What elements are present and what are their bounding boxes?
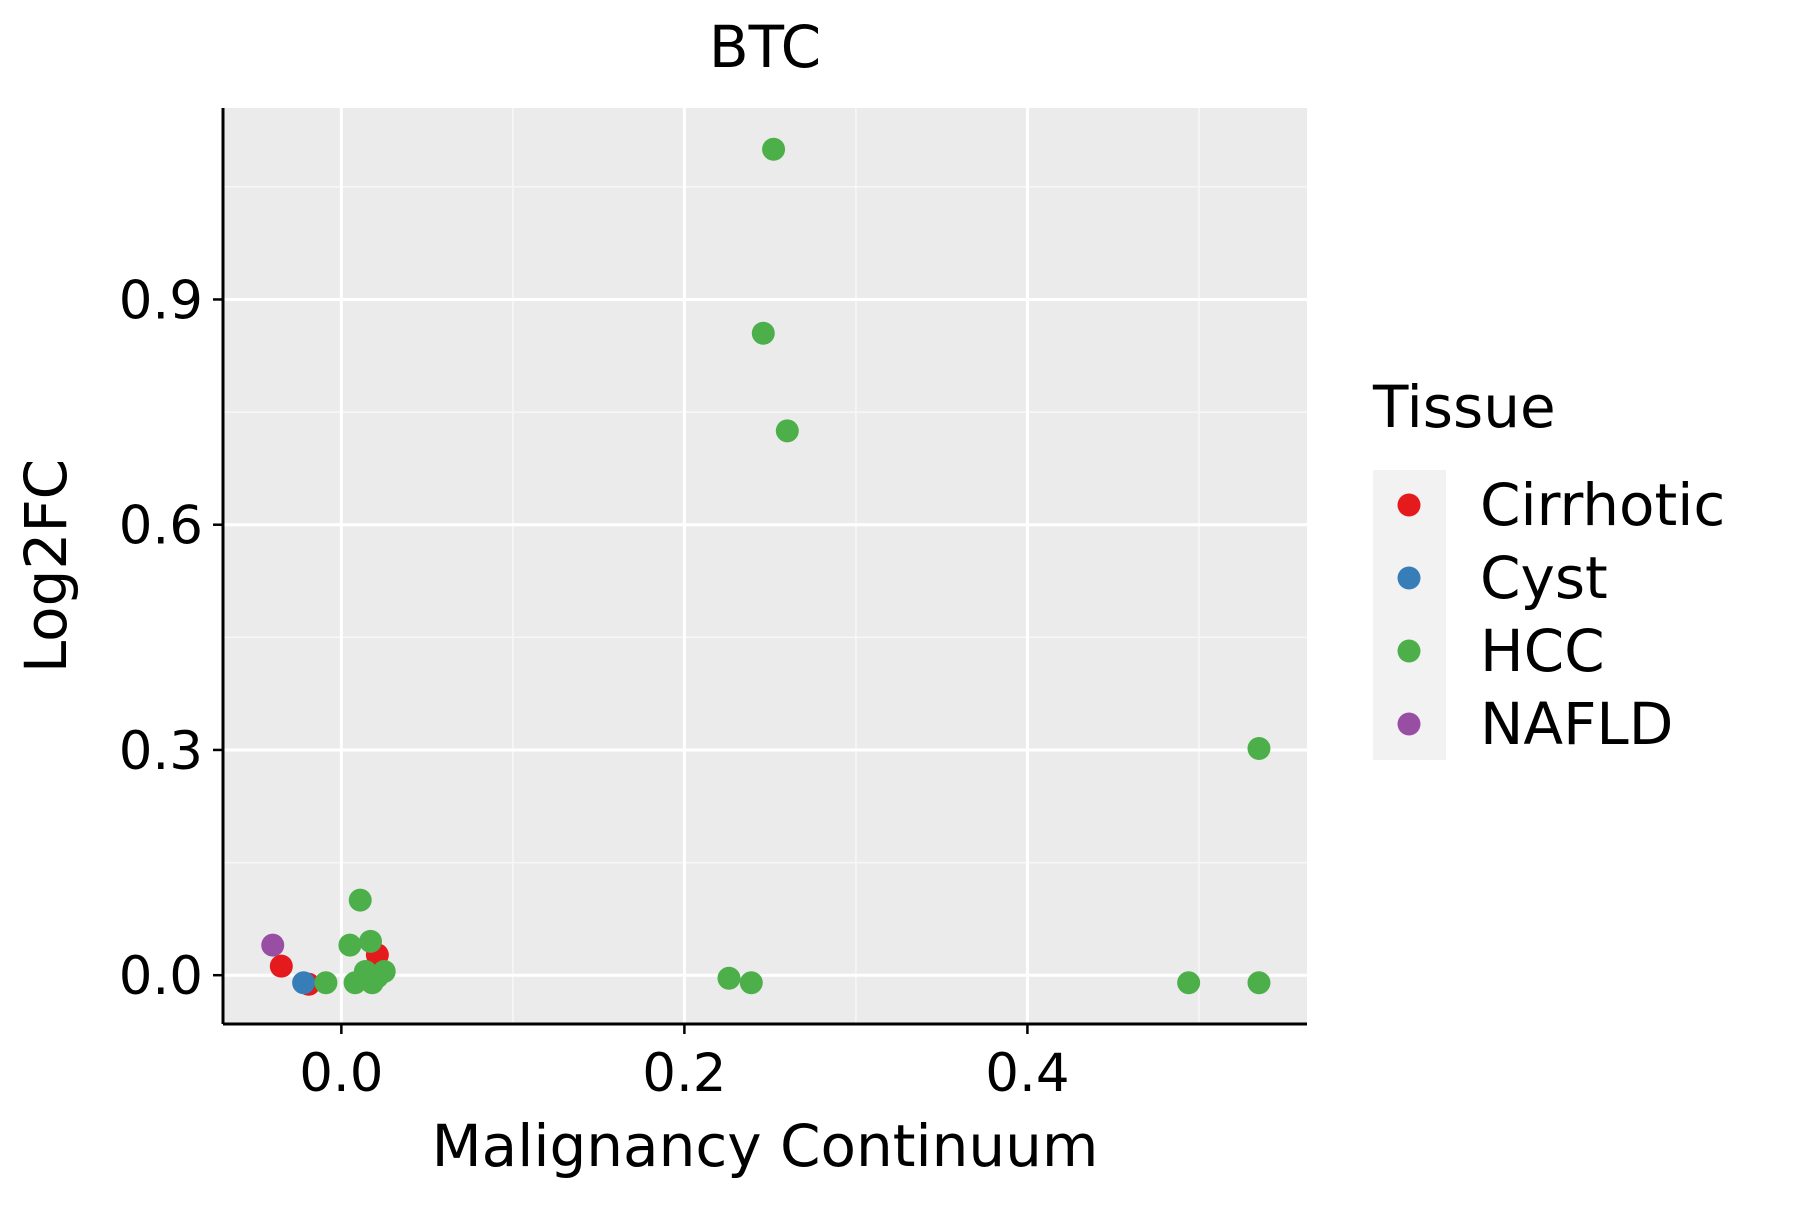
legend-key-hcc [1397,639,1421,663]
legend-key-cyst [1397,566,1421,590]
data-point-hcc [717,966,741,990]
x-tick-label: 0.4 [985,1043,1069,1104]
legend-label-cirrhotic: Cirrhotic [1480,471,1725,539]
data-point-nafld [261,933,285,957]
data-point-hcc [739,971,763,995]
data-point-cyst [292,971,316,995]
y-tick-label: 0.9 [119,270,203,331]
data-points [261,137,1271,996]
data-point-hcc [1177,971,1201,995]
legend-key-background [1373,470,1446,760]
x-tick-label: 0.0 [299,1043,383,1104]
data-point-cirrhotic [269,954,293,978]
x-tick-label: 0.2 [642,1043,726,1104]
data-point-hcc [751,321,775,345]
data-point-hcc [359,929,383,953]
x-axis-label: Malignancy Continuum [432,1112,1099,1180]
data-point-hcc [314,971,338,995]
y-tick-label: 0.6 [119,496,203,557]
data-point-hcc [1247,736,1271,760]
plot-panel [223,108,1307,1024]
y-tick-label: 0.0 [119,946,203,1007]
x-axis-ticks: 0.0 0.2 0.4 [299,1024,1070,1104]
data-point-hcc [762,137,786,161]
data-point-hcc [1247,971,1271,995]
chart-title: BTC [709,13,821,81]
data-point-hcc [775,419,799,443]
y-tick-label: 0.3 [119,721,203,782]
major-gridlines [223,108,1307,1024]
legend-key-nafld [1397,712,1421,736]
data-point-hcc [343,971,367,995]
data-point-hcc [360,971,384,995]
legend-label-hcc: HCC [1480,617,1605,685]
data-point-hcc [338,933,362,957]
legend-key-cirrhotic [1397,493,1421,517]
y-axis-label: Log2FC [12,459,80,673]
legend-label-nafld: NAFLD [1480,690,1673,758]
legend-title: Tissue [1372,373,1556,441]
data-point-hcc [348,888,372,912]
y-axis-ticks: 0.0 0.3 0.6 0.9 [119,270,223,1007]
minor-gridlines [223,108,1307,1024]
legend-label-cyst: Cyst [1480,544,1608,612]
